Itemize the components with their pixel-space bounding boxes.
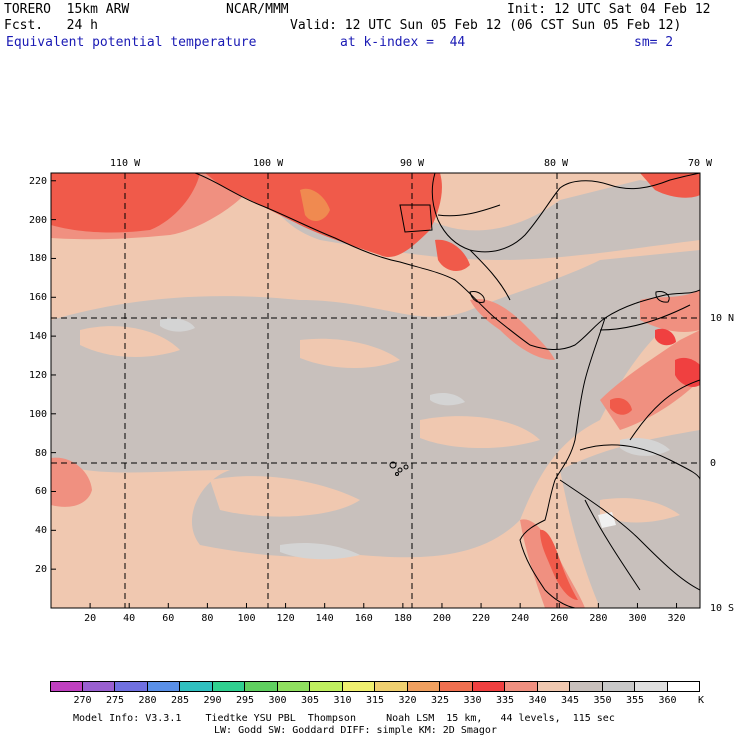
colorbar-cell (407, 681, 440, 692)
x-tick-label: 140 (315, 613, 334, 624)
field-name: Equivalent potential temperature (6, 35, 257, 50)
tick-marks (51, 180, 678, 608)
colorbar-cell (505, 681, 538, 692)
colorbar-cell (50, 681, 83, 692)
colorbar-cell (180, 681, 213, 692)
colorbar-label: 345 (560, 695, 580, 706)
y-tick-label: 100 (28, 408, 47, 420)
colorbar-label: 360 (658, 695, 677, 706)
y-tick-label: 120 (28, 369, 47, 381)
colorbar-cell (212, 681, 245, 692)
y-tick-label: 160 (28, 292, 47, 304)
colorbar-label: 320 (398, 695, 417, 706)
y-tick-label: 80 (34, 447, 47, 459)
x-tick-label: 180 (393, 613, 412, 624)
colorbar-cell (635, 681, 668, 692)
colorbar-cell (277, 681, 310, 692)
x-tick-label: 80 (201, 613, 214, 624)
colorbar-label: 325 (430, 695, 450, 706)
colorbar-label: 295 (235, 695, 255, 706)
x-tick-label: 200 (432, 613, 451, 624)
colorbar-label: 315 (365, 695, 385, 706)
lon-label-90w: 90 W (400, 158, 425, 169)
colorbar-label: 305 (300, 695, 320, 706)
model-info: Model Info: V3.3.1 Tiedtke YSU PBL Thomp… (73, 713, 615, 724)
lon-label-100w: 100 W (253, 158, 284, 169)
lat-label-10s: 10 S (710, 603, 735, 614)
x-tick-label: 300 (628, 613, 647, 624)
y-tick-label: 20 (34, 564, 47, 576)
colorbar-cell (570, 681, 603, 692)
colorbar-unit: K (698, 695, 705, 706)
y-tick-label: 60 (34, 486, 47, 498)
x-tick-label: 60 (162, 613, 175, 624)
y-tick-label: 220 (28, 175, 47, 187)
colorbar-cell (342, 681, 375, 692)
colorbar-cell (537, 681, 570, 692)
theta-e-field (51, 173, 700, 608)
y-tick-label: 140 (28, 331, 47, 343)
colorbar-cell (375, 681, 408, 692)
x-tick-label: 280 (589, 613, 608, 624)
colorbar-label: 280 (138, 695, 157, 706)
x-tick-label: 100 (237, 613, 256, 624)
center-label: NCAR/MMM (226, 2, 289, 17)
colorbar-label: 310 (333, 695, 352, 706)
y-tick-label: 40 (34, 525, 47, 537)
physics-info: LW: Godd SW: Goddard DIFF: simple KM: 2D… (214, 725, 497, 736)
x-tick-label: 40 (123, 613, 136, 624)
colorbar-label: 330 (463, 695, 482, 706)
smoothing-label: sm= 2 (634, 35, 674, 50)
x-tick-label: 240 (511, 613, 530, 624)
lat-label-0: 0 (710, 458, 717, 469)
colorbar-cell (602, 681, 635, 692)
y-tick-label: 200 (28, 214, 47, 226)
colorbar-cell (472, 681, 505, 692)
x-tick-label: 220 (472, 613, 491, 624)
colorbar-label: 350 (593, 695, 612, 706)
colorbar-label: 270 (73, 695, 92, 706)
level-label: at k-index = 44 (340, 35, 466, 50)
valid-time: Valid: 12 UTC Sun 05 Feb 12 (06 CST Sun … (290, 18, 682, 33)
graticule (51, 173, 700, 608)
lon-label-80w: 80 W (544, 158, 569, 169)
colorbar-label: 355 (625, 695, 645, 706)
coastlines (194, 173, 700, 608)
lon-label-70w: 70 W (688, 158, 713, 169)
init-time: Init: 12 UTC Sat 04 Feb 12 (507, 2, 711, 17)
forecast-hour: Fcst. 24 h (4, 18, 98, 33)
colorbar-label: 290 (203, 695, 222, 706)
colorbar-frame (50, 681, 700, 692)
x-tick-label: 120 (276, 613, 295, 624)
lon-label-110w: 110 W (110, 158, 141, 169)
x-tick-label: 260 (550, 613, 569, 624)
y-tick-label: 180 (28, 253, 47, 265)
colorbar-label: 300 (268, 695, 287, 706)
colorbar-label: 335 (495, 695, 515, 706)
colorbar-cell (310, 681, 343, 692)
x-tick-label: 320 (667, 613, 686, 624)
model-title: TORERO 15km ARW (4, 2, 130, 17)
plot-frame (50, 172, 701, 609)
x-tick-label: 20 (84, 613, 97, 624)
lat-label-10n: 10 N (710, 313, 735, 324)
colorbar-cell (82, 681, 115, 692)
colorbar-label: 275 (105, 695, 125, 706)
colorbar-label: 285 (170, 695, 190, 706)
colorbar-cell (147, 681, 180, 692)
colorbar-label: 340 (528, 695, 547, 706)
colorbar-cell (440, 681, 473, 692)
colorbar-cell (115, 681, 148, 692)
x-tick-label: 160 (354, 613, 373, 624)
colorbar-cell (245, 681, 278, 692)
